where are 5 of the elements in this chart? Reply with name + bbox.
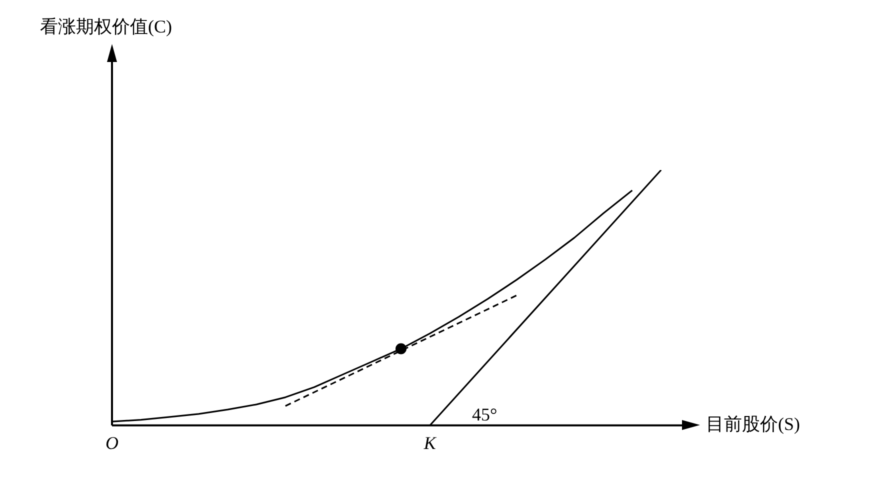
text: 看涨期权价值(C)	[40, 16, 172, 37]
x-tick-label: K	[422, 432, 437, 453]
x-axis-title: 目前股价(S)	[706, 414, 800, 434]
annotation: 45°	[472, 404, 498, 425]
x-tick-label: O	[106, 432, 118, 453]
